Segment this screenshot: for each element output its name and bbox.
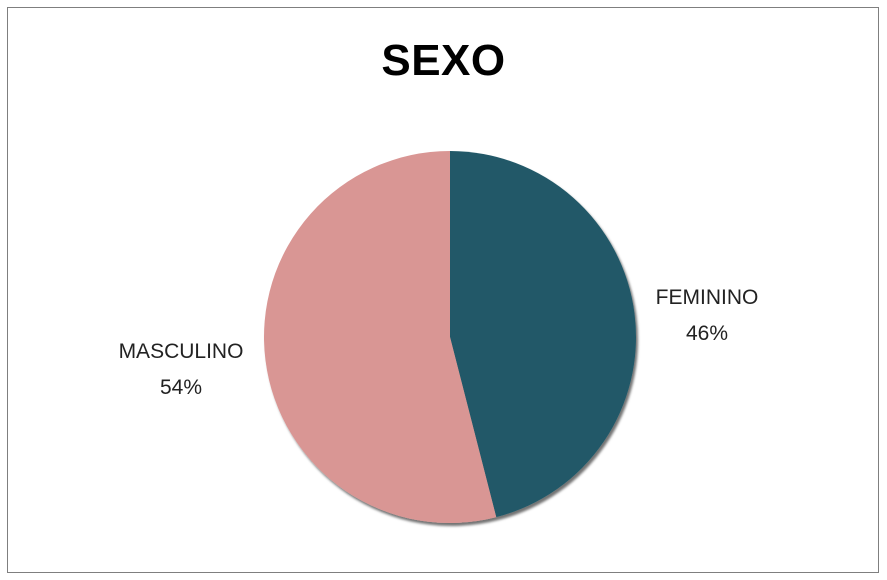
slice-label-masculino: MASCULINO — [119, 340, 244, 363]
slice-percent-masculino: 54% — [160, 376, 202, 399]
slice-label-feminino: FEMININO — [656, 286, 759, 309]
pie-slice-masculino — [264, 151, 497, 523]
chart-title: SEXO — [381, 36, 506, 85]
slice-percent-feminino: 46% — [686, 322, 728, 345]
pie-slice-feminino — [450, 151, 637, 518]
